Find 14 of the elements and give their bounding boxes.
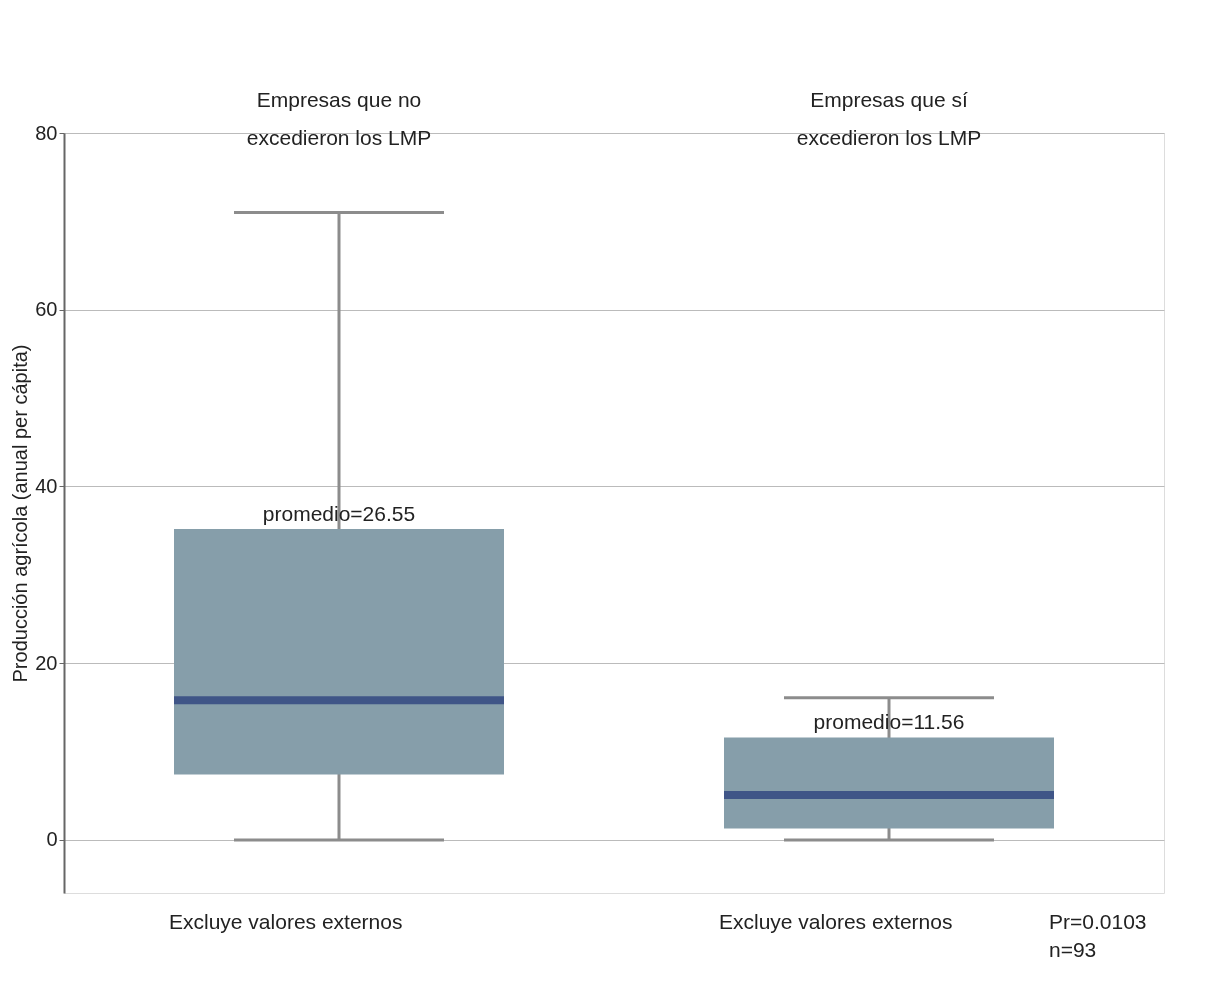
text: Excluye valores externos	[169, 910, 403, 933]
text: Excluye valores externos	[719, 910, 953, 933]
y-tick-label: 40	[35, 474, 58, 497]
text: n=93	[1049, 938, 1097, 961]
y-tick-label: 0	[46, 828, 58, 851]
x-tick-label: Empresas que sí excedieron los LMP	[796, 88, 982, 149]
y-tick-label: 60	[35, 298, 58, 321]
y-tick-label: 80	[35, 121, 58, 144]
annotation: promedio=11.56	[813, 710, 965, 734]
annotation: promedio=26.55	[262, 501, 416, 525]
text: Pr=0.0103	[1049, 910, 1147, 933]
y-tick-label: 20	[35, 651, 58, 674]
x-tick-label: Empresas que no excedieron los LMP	[246, 88, 432, 149]
y-axis-title: Producción agrícola (anual per cápita)	[9, 344, 32, 683]
